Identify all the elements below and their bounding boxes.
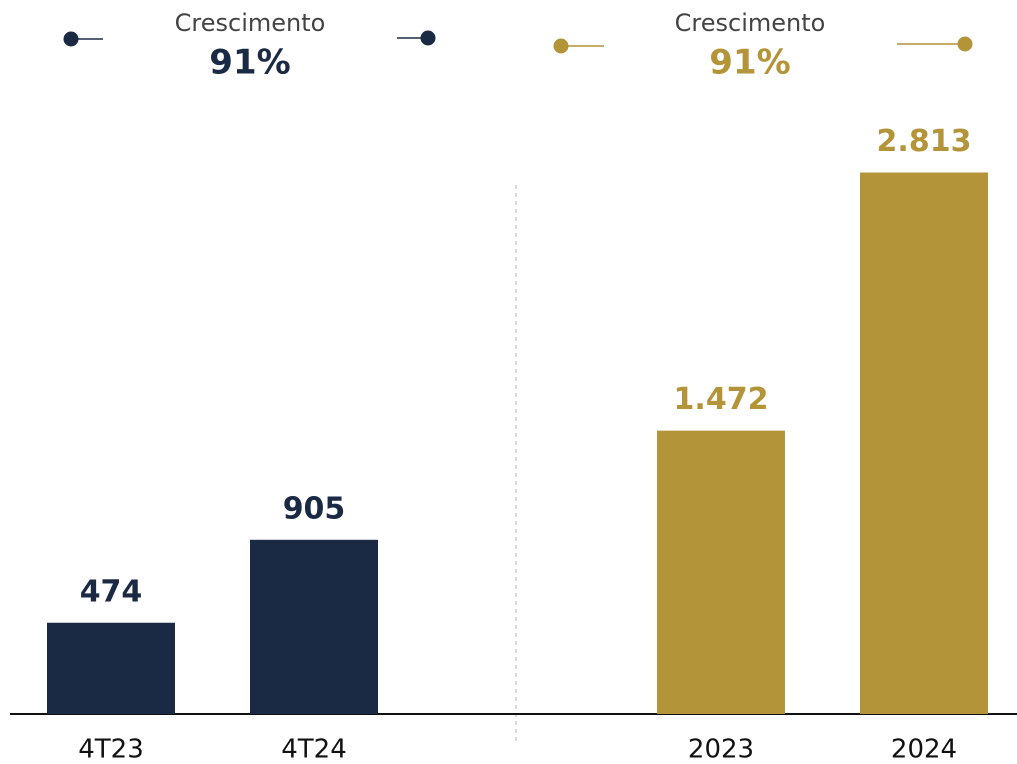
decor-right xyxy=(553,36,973,54)
value-label: 1.472 xyxy=(674,382,769,417)
growth-title: Crescimento xyxy=(175,9,326,37)
x-tick-label: 2023 xyxy=(688,735,754,764)
value-label: 2.813 xyxy=(877,124,972,159)
growth-title: Crescimento xyxy=(675,9,826,37)
bar xyxy=(250,539,378,714)
value-label: 474 xyxy=(80,574,143,609)
value-label: 905 xyxy=(283,491,346,526)
growth-value: 91% xyxy=(709,43,790,83)
decor-left xyxy=(63,30,436,47)
bar xyxy=(860,172,988,714)
growth-value: 91% xyxy=(209,43,290,83)
bar xyxy=(47,622,175,714)
x-tick-label: 4T24 xyxy=(281,735,347,764)
x-tick-label: 4T23 xyxy=(78,735,144,764)
x-tick-label: 2024 xyxy=(891,735,957,764)
bar xyxy=(657,430,785,714)
